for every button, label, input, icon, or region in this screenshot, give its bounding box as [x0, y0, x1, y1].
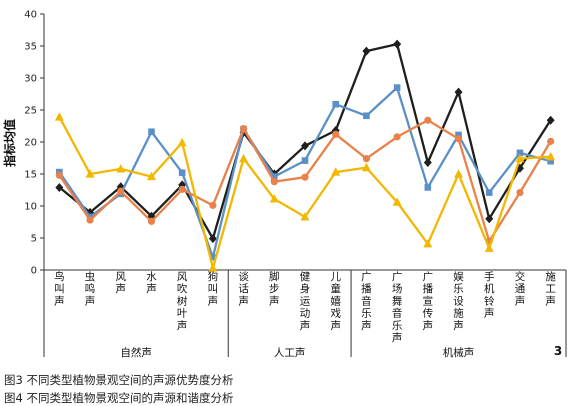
series-3-point	[178, 185, 186, 193]
series-4-point	[423, 238, 433, 248]
category-label: 健身运动声	[300, 271, 311, 332]
series-2-point	[332, 100, 340, 108]
series-1-point	[301, 141, 309, 151]
category-label: 水声	[146, 271, 157, 295]
y-tick-label: 20	[24, 138, 37, 149]
series-3-point	[393, 133, 401, 141]
y-tick-label: 15	[24, 170, 37, 181]
series-1-point	[454, 87, 463, 97]
category-label: 广播宣传声	[423, 271, 434, 332]
category-label: 广场舞音乐声	[392, 271, 403, 344]
series-2-point	[270, 173, 278, 180]
group-label: 机械声	[443, 346, 475, 359]
series-3-point	[239, 124, 248, 133]
category-label: 狗叫声	[208, 270, 219, 307]
y-tick-label: 25	[24, 106, 37, 117]
series-3-point	[301, 173, 309, 181]
category-label: 儿童嬉戏声	[330, 271, 341, 332]
annotation-label: 3	[554, 344, 562, 358]
y-tick-label: 5	[31, 234, 37, 245]
series-2-point	[301, 157, 309, 164]
series-4-point	[146, 171, 156, 181]
series-4-point	[208, 263, 218, 272]
series-1-point	[393, 39, 402, 49]
series-4-point	[361, 162, 371, 172]
y-tick-label: 35	[24, 42, 37, 53]
series-3-point	[547, 137, 555, 145]
category-label: 风吹树叶声	[177, 271, 188, 332]
series-1-point	[362, 46, 371, 56]
category-label: 风声	[116, 271, 127, 295]
series-4-point	[269, 194, 279, 203]
series-1-point	[55, 182, 64, 192]
series-3-point	[147, 217, 156, 225]
series-3-point	[454, 135, 463, 143]
series-4-point	[484, 243, 494, 252]
series-4-point	[331, 167, 341, 176]
series-4-point	[392, 197, 402, 206]
series-4-point	[300, 212, 310, 221]
series-3-point	[270, 178, 278, 186]
series-4-point	[454, 169, 464, 178]
group-label: 自然声	[120, 346, 152, 359]
series-3-point	[209, 201, 217, 209]
series-4-point	[515, 153, 525, 163]
series-4-point	[116, 164, 126, 173]
series-1-point	[423, 157, 432, 167]
series-2-point	[485, 189, 493, 196]
category-label: 虫鸣声	[85, 271, 96, 307]
series-3-point	[516, 188, 524, 197]
series-4-point	[85, 169, 95, 178]
figure-caption-4: 图4 不同类型植物景观空间的声源和谐度分析	[4, 391, 234, 405]
series-3-point	[55, 171, 63, 179]
series-2-point	[393, 84, 401, 91]
series-4-point	[546, 151, 556, 161]
series-2-point	[363, 112, 370, 120]
series-2-point	[547, 157, 554, 165]
series-2-point	[424, 184, 432, 191]
category-label: 脚步声	[269, 270, 280, 307]
category-label: 娱乐设施声	[453, 270, 464, 332]
series-1-point	[546, 115, 555, 125]
category-label: 施工声	[545, 270, 556, 307]
series-2-point	[516, 149, 524, 157]
series-2-point	[455, 131, 462, 139]
series-3-point	[362, 155, 371, 163]
figure-caption-3: 图3 不同类型植物景观空间的声源优势度分析	[4, 373, 234, 387]
series-3-point	[424, 116, 432, 124]
series-2-point	[148, 128, 155, 136]
category-label: 谈话声	[238, 270, 249, 307]
series-1-point	[208, 234, 217, 244]
category-label: 交通声	[515, 270, 526, 307]
y-tick-label: 30	[24, 74, 37, 85]
y-tick-label: 10	[24, 202, 37, 213]
series-4-point	[239, 153, 249, 163]
category-label: 广播音乐声	[361, 271, 372, 332]
series-2-point	[209, 253, 217, 261]
group-label: 人工声	[274, 346, 306, 359]
series-1-point	[485, 214, 494, 224]
y-axis-label: 指标均值	[2, 119, 17, 167]
series-3-point	[86, 216, 94, 224]
series-2-point	[178, 169, 186, 177]
series-line-4	[58, 116, 551, 270]
y-tick-label: 0	[31, 266, 37, 277]
series-3-point	[117, 187, 125, 195]
series-3-point	[332, 130, 340, 138]
series-4-point	[177, 137, 187, 147]
category-label: 鸟叫声	[54, 270, 65, 307]
category-label: 手机铃声	[484, 270, 495, 320]
y-tick-label: 40	[24, 10, 37, 21]
series-4-point	[54, 112, 64, 121]
